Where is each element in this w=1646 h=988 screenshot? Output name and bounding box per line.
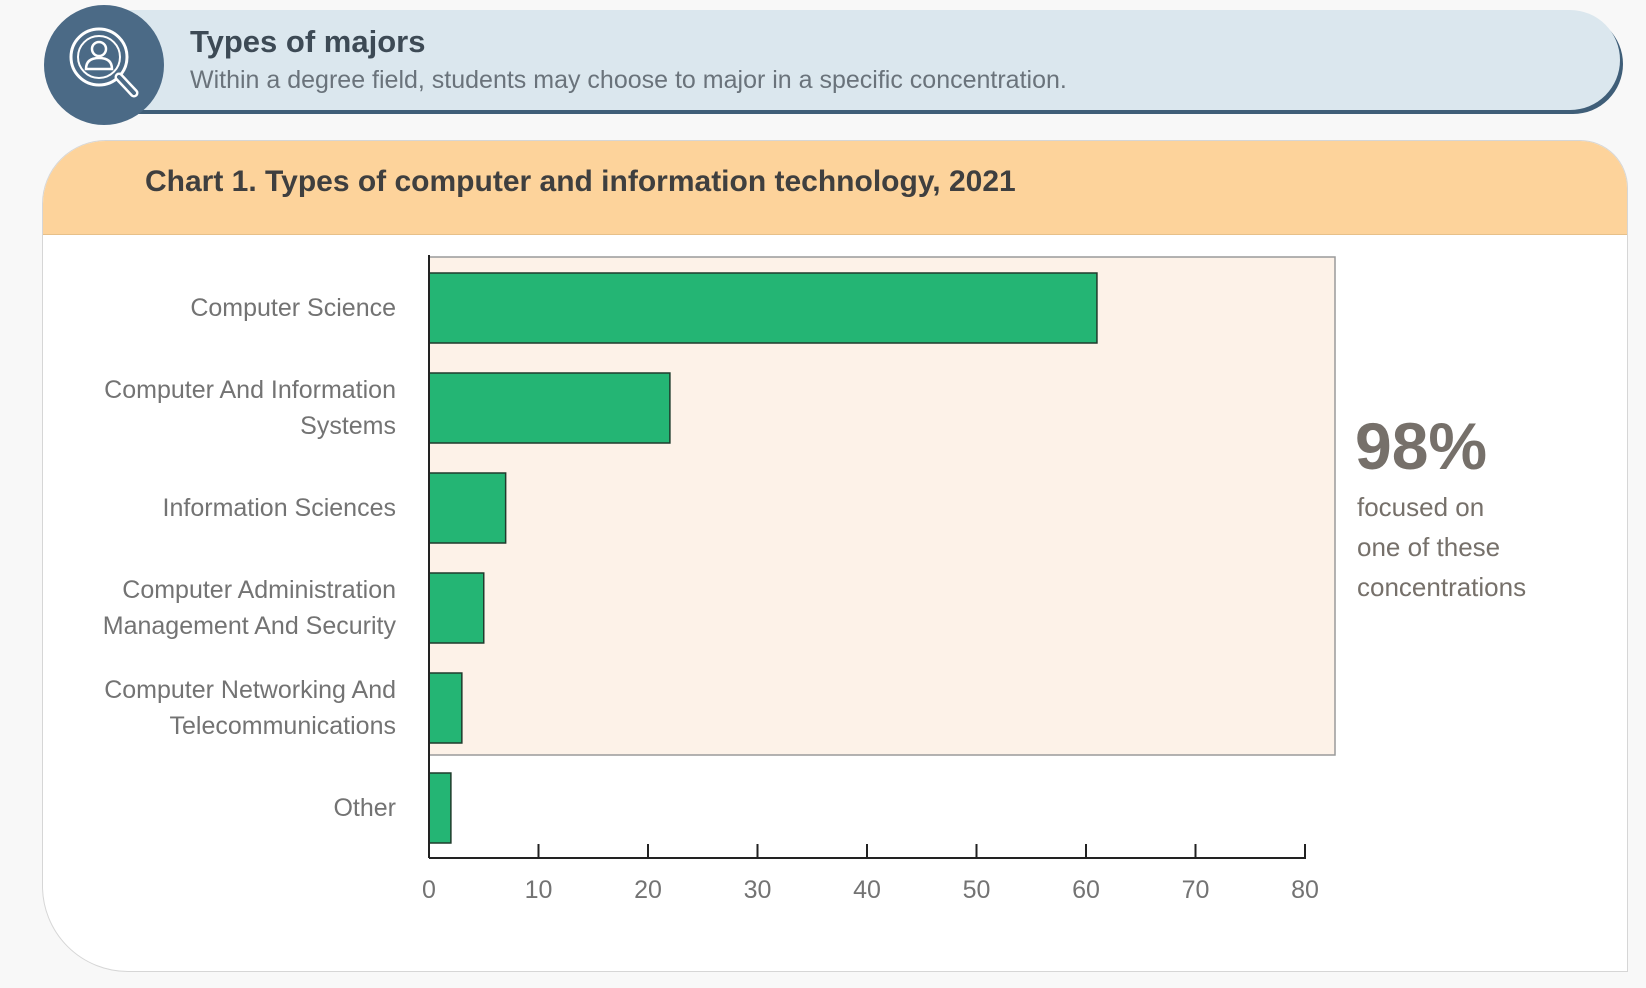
- x-tick-label: 0: [422, 876, 436, 904]
- x-tick-label: 10: [525, 876, 553, 904]
- bar: [428, 272, 1098, 344]
- search-person-icon: [44, 5, 164, 125]
- chart-header: Chart 1. Types of computer and informati…: [43, 141, 1627, 235]
- x-tick-label: 60: [1072, 876, 1100, 904]
- category-label: Other: [333, 794, 396, 822]
- category-label: Information Sciences: [162, 494, 396, 522]
- x-tick-label: 80: [1291, 876, 1319, 904]
- x-tick-label: 30: [744, 876, 772, 904]
- x-tick-label: 40: [853, 876, 881, 904]
- bar: [428, 572, 485, 644]
- banner-title: Types of majors: [190, 24, 426, 59]
- callout-value: 98%: [1355, 409, 1488, 483]
- bar: [428, 472, 507, 544]
- bar: [428, 672, 463, 744]
- category-label: Computer Science: [190, 294, 396, 322]
- header-banner: [100, 10, 1620, 110]
- banner-subtitle: Within a degree field, students may choo…: [190, 66, 1067, 94]
- bar: [428, 372, 671, 444]
- x-tick-label: 50: [963, 876, 991, 904]
- x-tick-label: 70: [1182, 876, 1210, 904]
- category-label: Computer Administration Management And S…: [102, 576, 396, 640]
- category-label: Computer Networking And Telecommunicatio…: [104, 676, 396, 740]
- chart-title: Chart 1. Types of computer and informati…: [145, 165, 1016, 198]
- category-label: Computer And Information Systems: [104, 376, 396, 440]
- bar: [428, 772, 452, 844]
- callout-text: focused on one of these concentrations: [1357, 492, 1527, 602]
- x-tick-label: 20: [634, 876, 662, 904]
